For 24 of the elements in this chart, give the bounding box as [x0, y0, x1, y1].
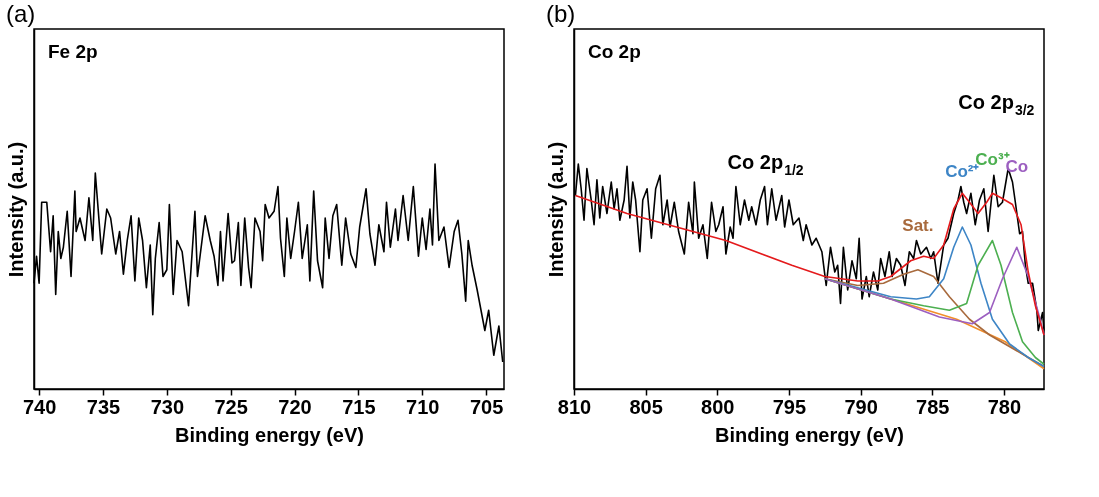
text: Sat. — [902, 215, 934, 235]
x-tick-label: 730 — [150, 395, 185, 418]
x-tick-label: 805 — [629, 395, 663, 418]
x-tick-label: 800 — [701, 395, 735, 418]
x-tick-label: 720 — [278, 395, 312, 418]
x-tick-label: 735 — [86, 395, 121, 418]
x-tick-label: 780 — [987, 395, 1022, 418]
text: Fe 2p — [48, 41, 98, 62]
x-tick-label: 810 — [557, 395, 592, 418]
x-axis-title: Binding energy (eV) — [715, 423, 904, 446]
x-tick-label: 715 — [342, 395, 376, 418]
x-tick-label: 795 — [772, 395, 807, 418]
x-tick-label: 705 — [469, 395, 504, 418]
chart-title: (a) — [6, 0, 36, 27]
y-axis-title: Intensity (a.u.) — [4, 141, 27, 278]
x-axis-title: Binding energy (eV) — [175, 423, 364, 446]
x-tick-label: 725 — [214, 395, 248, 418]
x-tick-label: 740 — [22, 395, 57, 418]
x-tick-label: 710 — [406, 395, 440, 418]
x-tick-label: 790 — [844, 395, 878, 418]
text: Co 2p — [588, 41, 641, 62]
chart-title: (b) — [546, 0, 576, 27]
x-tick-label: 785 — [916, 395, 950, 418]
y-axis-title: Intensity (a.u.) — [544, 141, 567, 278]
